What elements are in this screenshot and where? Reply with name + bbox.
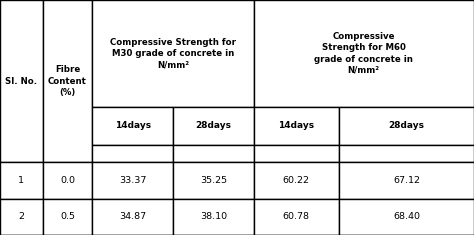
- Bar: [339, 199, 474, 235]
- Bar: [0, 162, 43, 199]
- Bar: [339, 162, 474, 199]
- Text: 60.22: 60.22: [283, 176, 310, 185]
- Text: 28days: 28days: [389, 121, 424, 130]
- Text: 0.0: 0.0: [60, 176, 75, 185]
- Bar: [92, 199, 173, 235]
- Bar: [43, 162, 92, 199]
- Text: 60.78: 60.78: [283, 212, 310, 221]
- Bar: [254, 145, 339, 162]
- Bar: [92, 107, 173, 145]
- Bar: [92, 162, 173, 199]
- Text: 0.5: 0.5: [60, 212, 75, 221]
- Bar: [43, 199, 92, 235]
- Text: 14days: 14days: [278, 121, 314, 130]
- Text: 1: 1: [18, 176, 24, 185]
- Bar: [173, 145, 254, 162]
- Text: Compressive Strength for
M30 grade of concrete in
N/mm²: Compressive Strength for M30 grade of co…: [110, 38, 236, 69]
- Text: Sl. No.: Sl. No.: [5, 77, 37, 86]
- Bar: [254, 0, 474, 107]
- Text: 14days: 14days: [115, 121, 151, 130]
- Text: 28days: 28days: [195, 121, 231, 130]
- Text: 67.12: 67.12: [393, 176, 420, 185]
- Bar: [339, 145, 474, 162]
- Text: 68.40: 68.40: [393, 212, 420, 221]
- Text: Compressive
Strength for M60
grade of concrete in
N/mm²: Compressive Strength for M60 grade of co…: [314, 32, 413, 75]
- Bar: [173, 199, 254, 235]
- Bar: [92, 0, 254, 107]
- Bar: [254, 107, 339, 145]
- Bar: [0, 199, 43, 235]
- Text: 33.37: 33.37: [119, 176, 146, 185]
- Text: 35.25: 35.25: [200, 176, 227, 185]
- Text: 34.87: 34.87: [119, 212, 146, 221]
- Bar: [92, 145, 173, 162]
- Bar: [173, 107, 254, 145]
- Text: Fibre
Content
(%): Fibre Content (%): [48, 66, 87, 97]
- Bar: [43, 0, 92, 162]
- Bar: [0, 0, 43, 162]
- Bar: [173, 162, 254, 199]
- Text: 2: 2: [18, 212, 24, 221]
- Bar: [254, 199, 339, 235]
- Bar: [339, 107, 474, 145]
- Bar: [254, 162, 339, 199]
- Text: 38.10: 38.10: [200, 212, 227, 221]
